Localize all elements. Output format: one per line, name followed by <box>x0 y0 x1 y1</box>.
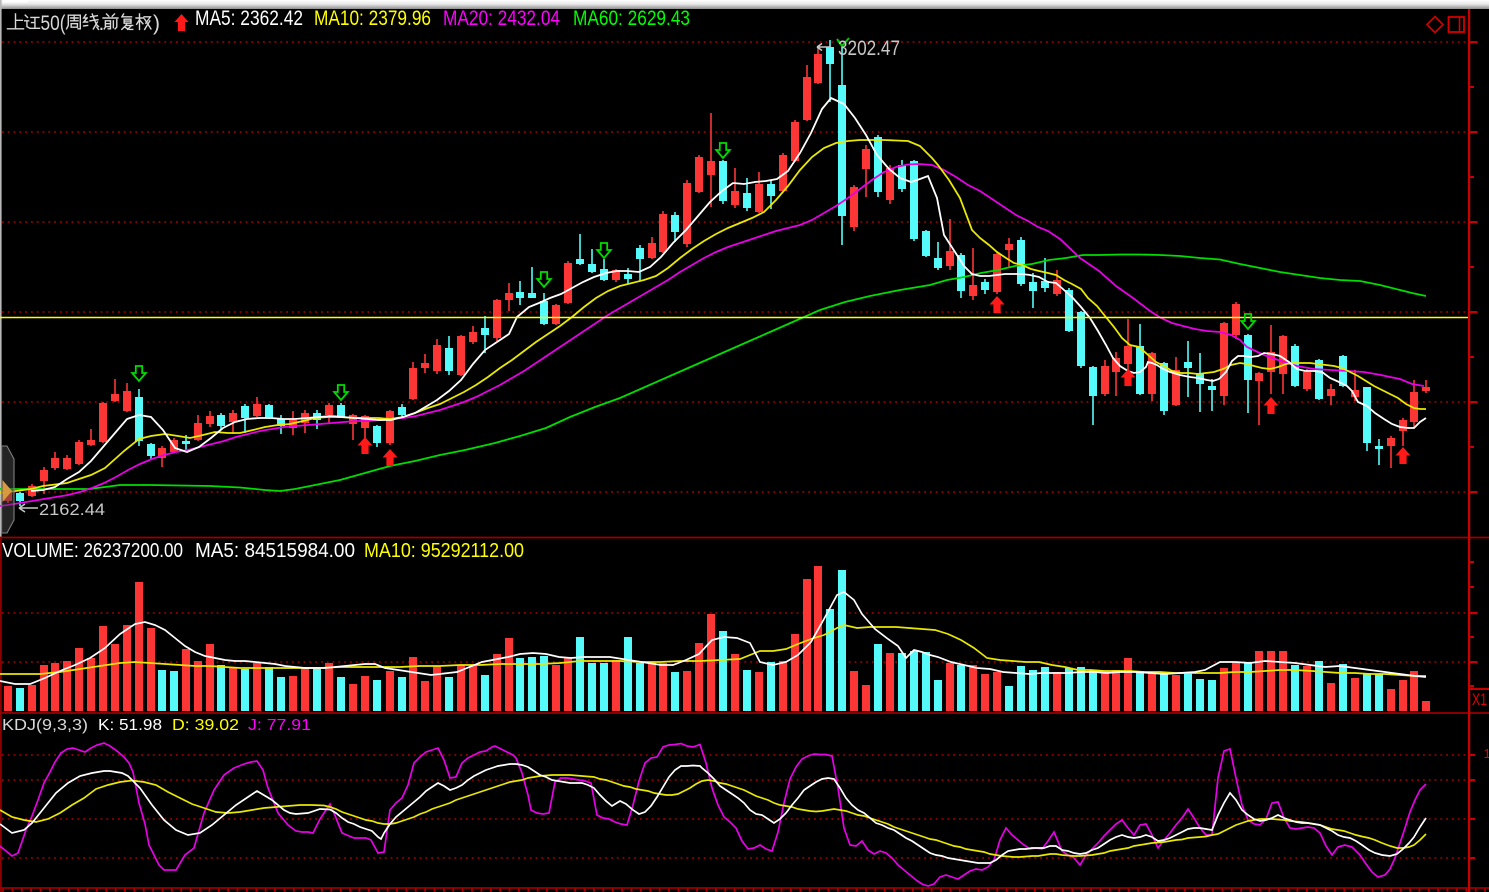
svg-text:3202.47: 3202.47 <box>838 37 900 60</box>
svg-text:VOLUME: 26237200.00: VOLUME: 26237200.00 <box>2 540 183 562</box>
svg-text:K: 51.98: K: 51.98 <box>98 717 162 734</box>
svg-text:J: 77.91: J: 77.91 <box>248 717 311 734</box>
svg-text:MA60: 2629.43: MA60: 2629.43 <box>573 7 690 30</box>
svg-text:D: 39.02: D: 39.02 <box>172 717 239 734</box>
svg-text:): ) <box>153 12 160 35</box>
svg-text:.: . <box>99 12 105 35</box>
svg-text:KDJ(9,3,3): KDJ(9,3,3) <box>2 717 88 734</box>
svg-text:MA10: 95292112.00: MA10: 95292112.00 <box>364 540 524 562</box>
svg-text:MA5: 2362.42: MA5: 2362.42 <box>195 7 303 30</box>
svg-text:50(: 50( <box>41 12 66 35</box>
svg-text:MA10: 2379.96: MA10: 2379.96 <box>314 7 431 30</box>
svg-text:MA20: 2432.04: MA20: 2432.04 <box>443 7 560 30</box>
svg-text:1: 1 <box>1484 746 1489 761</box>
svg-text:X1: X1 <box>1472 690 1487 709</box>
svg-text:2162.44: 2162.44 <box>39 500 105 519</box>
svg-text:MA5: 84515984.00: MA5: 84515984.00 <box>195 540 355 562</box>
